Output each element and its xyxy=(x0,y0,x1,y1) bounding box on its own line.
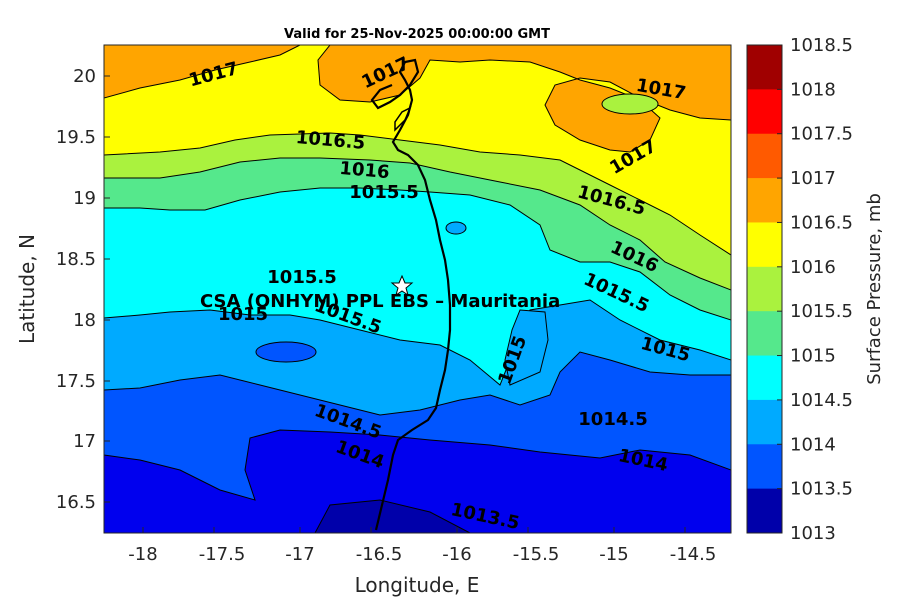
x-tick-label: -14.5 xyxy=(670,544,717,565)
x-tick-label: -17.5 xyxy=(199,544,246,565)
band-1017 xyxy=(104,45,731,153)
colorbar-tick-label: 1016.5 xyxy=(790,212,853,233)
y-axis: 20 19.5 19 18.5 18 17.5 17 16.5 xyxy=(56,66,110,513)
colorbar-frame xyxy=(746,44,783,534)
colorbar-tick-label: 1015.5 xyxy=(790,301,853,322)
contour-label: 1015.5 xyxy=(349,182,418,203)
low-pressure-island xyxy=(445,221,467,235)
colorbar-segment xyxy=(747,444,782,490)
x-tick-label: -16 xyxy=(442,544,471,565)
trough-lobe xyxy=(504,309,549,386)
colorbar-segment xyxy=(747,45,782,90)
colorbar: 1018.5 1018 1017.5 1017 1016.5 1016 1015.5 1015… xyxy=(747,35,853,544)
y-axis-label: Latitude, N xyxy=(15,234,39,344)
colorbar-segment xyxy=(747,399,782,445)
high-pressure-island xyxy=(601,93,659,115)
coastline xyxy=(370,58,452,531)
colorbar-segment xyxy=(747,133,782,179)
contour-labels: 1017 1017 1017 1017 1016.5 1016.5 1016 1… xyxy=(187,53,693,534)
map-title: Valid for 25-Nov-2025 00:00:00 GMT xyxy=(284,27,550,42)
y-tick-label: 18 xyxy=(73,310,96,331)
y-tick-label: 18.5 xyxy=(56,249,96,270)
colorbar-segment xyxy=(747,89,782,135)
colorbar-tick-label: 1017.5 xyxy=(790,124,853,145)
low-pressure-island-2 xyxy=(255,341,317,363)
y-tick-label: 17 xyxy=(73,431,96,452)
x-tick-label: -15.5 xyxy=(513,544,560,565)
contour-plot xyxy=(104,45,731,533)
y-tick-label: 16.5 xyxy=(56,492,96,513)
contour-label: 1015.5 xyxy=(267,267,336,288)
site-label: CSA (ONHYM) PPL EBS – Mauritania xyxy=(200,291,560,312)
x-tick-label: -16.5 xyxy=(356,544,403,565)
plot-frame xyxy=(103,44,732,534)
contour-label: 1014.5 xyxy=(578,409,647,430)
contour-label: 1015 xyxy=(218,304,268,325)
coast-island xyxy=(394,106,412,132)
colorbar-segment xyxy=(747,488,782,534)
colorbar-tick-label: 1013.5 xyxy=(790,479,853,500)
x-axis: -18 -17.5 -17 -16.5 -16 -15.5 -15 -14.5 xyxy=(128,527,716,565)
x-axis-label: Longitude, E xyxy=(355,573,480,597)
colorbar-tick-label: 1015 xyxy=(790,346,836,367)
colorbar-tick-label: 1014.5 xyxy=(790,390,853,411)
contour-label: 1016 xyxy=(339,158,391,183)
y-tick-label: 19.5 xyxy=(56,127,96,148)
white-star-icon[interactable] xyxy=(390,274,414,297)
y-tick-label: 20 xyxy=(73,66,96,87)
colorbar-segment xyxy=(747,355,782,401)
colorbar-tick-label: 1013 xyxy=(790,523,836,544)
y-tick-label: 17.5 xyxy=(56,371,96,392)
colorbar-tick-label: 1014 xyxy=(790,434,836,455)
colorbar-label: Surface Pressure, mb xyxy=(864,193,885,385)
colorbar-tick-label: 1017 xyxy=(790,168,836,189)
colorbar-segment xyxy=(747,222,782,268)
colorbar-tick-label: 1016 xyxy=(790,257,836,278)
colorbar-segment xyxy=(747,311,782,357)
colorbar-segment xyxy=(747,266,782,312)
colorbar-tick-label: 1018 xyxy=(790,79,836,100)
y-tick-label: 19 xyxy=(73,188,96,209)
x-tick-label: -17 xyxy=(285,544,314,565)
colorbar-tick-label: 1018.5 xyxy=(790,35,853,56)
x-tick-label: -18 xyxy=(128,544,157,565)
colorbar-segment xyxy=(747,178,782,223)
x-tick-label: -15 xyxy=(599,544,628,565)
